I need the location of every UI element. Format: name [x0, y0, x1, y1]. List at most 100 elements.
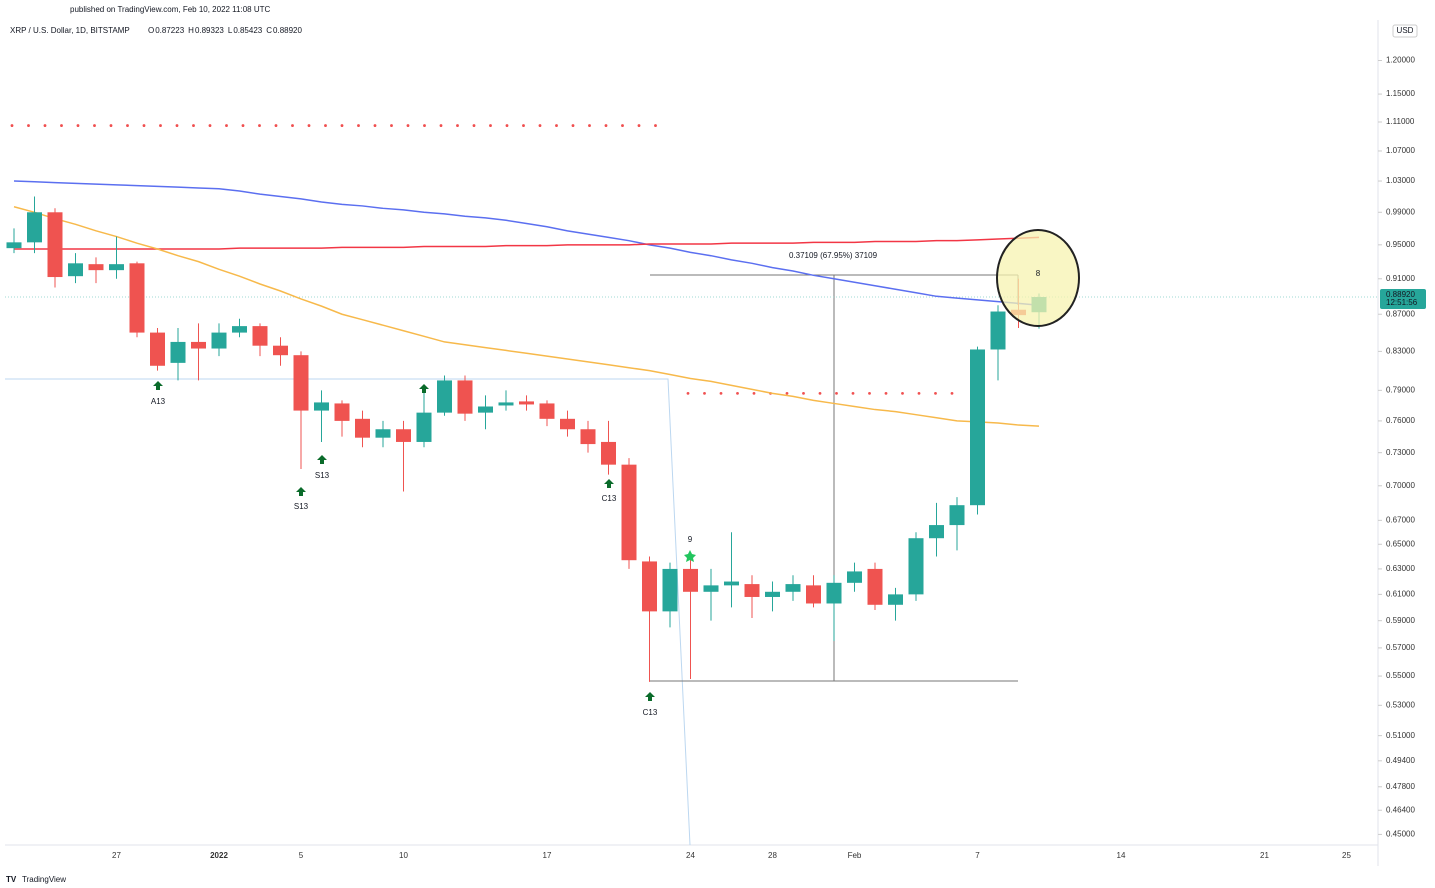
- candle-body: [416, 412, 432, 442]
- candle-body: [539, 403, 555, 419]
- level-dot: [522, 124, 525, 127]
- y-tick-label: 1.07000: [1386, 146, 1415, 155]
- candle-body: [150, 332, 165, 366]
- candle-body: [129, 263, 145, 333]
- level-dot: [373, 124, 377, 127]
- level-dot: [835, 391, 838, 395]
- level-line: [686, 391, 954, 395]
- candle-body: [970, 349, 985, 506]
- highlight-circle: [996, 229, 1080, 327]
- candle-body: [867, 568, 883, 605]
- level-dot: [505, 124, 509, 127]
- td-label: S13: [294, 502, 309, 511]
- level-dot: [588, 124, 591, 127]
- signal-arrow: [153, 381, 163, 390]
- y-tick-label: 0.73000: [1386, 448, 1415, 457]
- moving-average: [13, 206, 1040, 427]
- x-tick-label: 27: [112, 851, 121, 860]
- candle-body: [703, 585, 719, 592]
- level-dot: [851, 391, 855, 395]
- currency: USD: [1397, 26, 1414, 35]
- td-label: 9: [688, 535, 693, 544]
- candle-body: [601, 441, 616, 465]
- level-dot: [719, 391, 723, 395]
- y-tick-label: 0.99000: [1386, 207, 1415, 216]
- level-dot: [175, 124, 179, 127]
- level-dot: [818, 391, 822, 395]
- x-tick-label: 5: [299, 851, 304, 860]
- level-dot: [868, 391, 871, 395]
- level-dot: [571, 124, 575, 127]
- y-tick-label: 0.55000: [1386, 671, 1415, 680]
- x-tick-label: 21: [1260, 851, 1269, 860]
- plot-area: [5, 124, 1378, 682]
- level-dot: [208, 124, 212, 127]
- candle-body: [252, 326, 268, 346]
- countdown: 12:51:56: [1386, 298, 1418, 307]
- candle-body: [273, 345, 288, 356]
- ohlc-prefix: H: [188, 26, 194, 35]
- level-dot: [538, 124, 542, 127]
- y-tick-label: 0.46400: [1386, 805, 1415, 814]
- y-tick-label: 1.03000: [1386, 176, 1415, 185]
- candle-body: [191, 341, 206, 349]
- y-tick-label: 0.45000: [1386, 830, 1415, 839]
- x-tick-label: 17: [543, 851, 552, 860]
- signal-count: 8: [1036, 269, 1041, 278]
- candle-body: [314, 402, 329, 411]
- y-tick-label: 0.79000: [1386, 385, 1415, 394]
- candle-body: [642, 561, 657, 612]
- candle-body: [744, 584, 760, 597]
- y-tick-label: 0.61000: [1386, 589, 1415, 598]
- level-dot: [621, 124, 624, 127]
- signal-star: [684, 550, 696, 562]
- level-dot: [752, 391, 756, 395]
- x-tick-label: 10: [399, 851, 408, 860]
- symbol: XRP / U.S. Dollar, 1D, BITSTAMP: [10, 26, 130, 35]
- td-label: C13: [602, 494, 617, 503]
- signal-arrow: [296, 487, 306, 496]
- level-dot: [43, 124, 47, 127]
- candle-body: [662, 568, 678, 612]
- level-dot: [192, 124, 195, 127]
- brand-logo: TV: [6, 875, 17, 884]
- candle-body: [724, 581, 739, 586]
- y-tick-label: 0.63000: [1386, 564, 1415, 573]
- td-label: S13: [315, 471, 330, 480]
- brand-icon: TV: [6, 875, 17, 884]
- level-dot: [456, 124, 459, 127]
- x-tick-label: 28: [768, 851, 777, 860]
- candle-body: [765, 591, 780, 597]
- y-tick-label: 0.70000: [1386, 481, 1415, 490]
- x-tick-label: 7: [975, 851, 980, 860]
- level-dot: [423, 124, 426, 127]
- y-tick-label: 0.57000: [1386, 643, 1415, 652]
- level-dot: [27, 124, 30, 127]
- level-dot: [802, 391, 805, 395]
- candle-body: [806, 585, 821, 604]
- level-dot: [241, 124, 245, 127]
- ohlc-value: 0.85423: [233, 26, 262, 35]
- level-dot: [917, 391, 921, 395]
- level-dot: [555, 124, 558, 127]
- candle-body: [27, 212, 42, 243]
- candle-body: [457, 380, 473, 414]
- ohlc-prefix: C: [266, 26, 272, 35]
- x-tick-label: 14: [1117, 851, 1126, 860]
- y-tick-label: 0.51000: [1386, 731, 1415, 740]
- level-dot: [604, 124, 608, 127]
- candle-body: [990, 311, 1006, 350]
- ohlc-prefix: O: [148, 26, 154, 35]
- signal-arrow: [645, 692, 655, 701]
- level-dot: [76, 124, 80, 127]
- level-dot: [60, 124, 63, 127]
- level-dot: [901, 391, 904, 395]
- candle-body: [375, 429, 391, 438]
- level-dot: [258, 124, 261, 127]
- x-tick-label: Feb: [848, 851, 862, 860]
- published-note: published on TradingView.com, Feb 10, 20…: [70, 5, 270, 14]
- y-tick-label: 0.91000: [1386, 274, 1415, 283]
- candle-body: [908, 538, 924, 595]
